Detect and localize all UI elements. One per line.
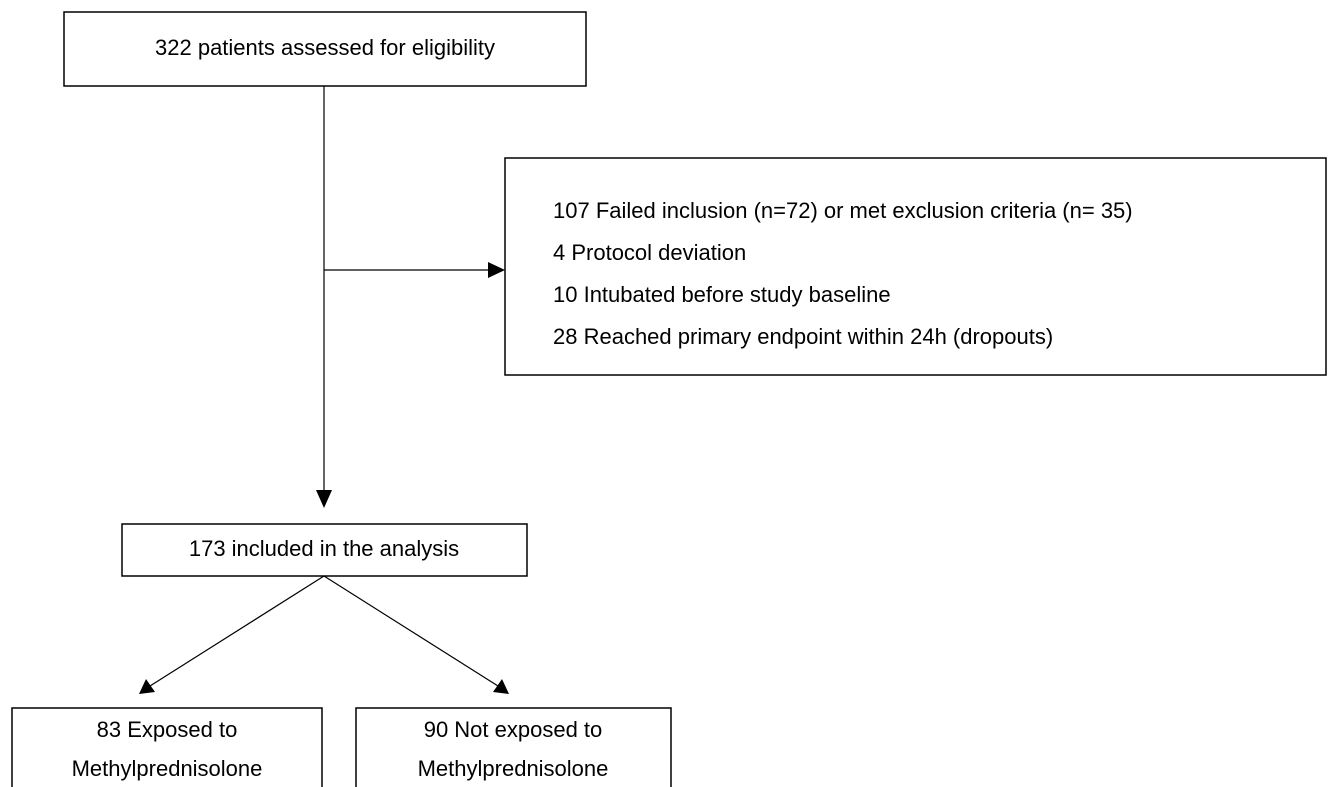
connector bbox=[323, 575, 499, 687]
box-text: Methylprednisolone bbox=[418, 756, 609, 781]
box-text: 173 included in the analysis bbox=[189, 536, 459, 561]
arrowhead bbox=[139, 679, 155, 694]
box-text: 83 Exposed to bbox=[97, 717, 238, 742]
box-text: 10 Intubated before study baseline bbox=[553, 282, 891, 307]
box-text: 4 Protocol deviation bbox=[553, 240, 746, 265]
box bbox=[121, 523, 528, 577]
arrowhead bbox=[488, 262, 505, 278]
arrowhead bbox=[316, 490, 332, 508]
box-text: Methylprednisolone bbox=[72, 756, 263, 781]
box bbox=[504, 157, 1327, 376]
box bbox=[11, 707, 323, 787]
box-text: 322 patients assessed for eligibility bbox=[155, 35, 495, 60]
box-text: 90 Not exposed to bbox=[424, 717, 603, 742]
connector bbox=[149, 575, 325, 687]
box bbox=[355, 707, 672, 787]
box-text: 28 Reached primary endpoint within 24h (… bbox=[553, 324, 1053, 349]
box bbox=[63, 11, 587, 87]
box-text: 107 Failed inclusion (n=72) or met exclu… bbox=[553, 198, 1133, 223]
arrowhead bbox=[493, 679, 509, 694]
